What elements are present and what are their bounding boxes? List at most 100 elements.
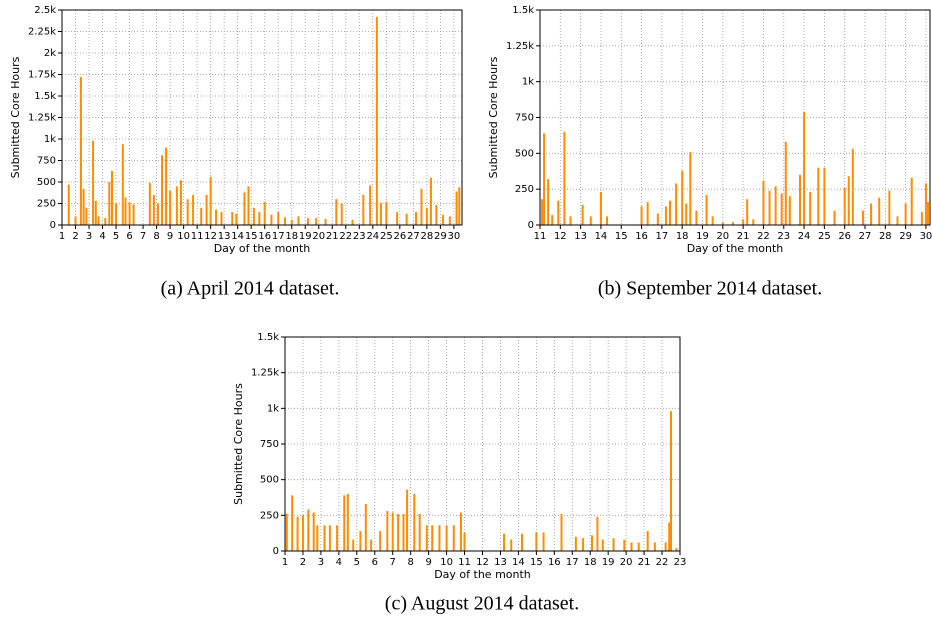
bar [165, 147, 168, 225]
x-tick-label: 27 [859, 231, 872, 242]
x-tick-label: 11 [458, 557, 471, 568]
bar [762, 180, 765, 225]
x-tick-label: 10 [177, 231, 190, 242]
y-tick-label: 1.75k [28, 70, 56, 81]
bar [599, 192, 602, 225]
bar [315, 218, 318, 225]
bar [452, 525, 455, 551]
bar [675, 548, 678, 551]
bar [521, 533, 523, 551]
bar [200, 207, 203, 225]
bar [415, 212, 418, 225]
bar [557, 200, 560, 225]
x-axis-label: Day of the month [687, 242, 784, 255]
bar [316, 525, 319, 551]
bar [74, 216, 77, 225]
bar [695, 210, 698, 225]
bar [742, 219, 745, 225]
bar [535, 532, 538, 551]
x-tick-label: 5 [113, 231, 119, 242]
caption: (c) August 2014 dataset. [385, 593, 579, 615]
x-tick-label: 25 [818, 231, 831, 242]
bar [851, 149, 854, 225]
bar [323, 525, 326, 551]
x-tick-label: 11 [534, 231, 547, 242]
x-tick-label: 12 [554, 231, 567, 242]
plot-frame [61, 9, 463, 226]
x-tick-label: 12 [204, 231, 217, 242]
bar [731, 222, 734, 225]
x-tick-label: 29 [899, 231, 912, 242]
y-tick-label: 1.5k [257, 332, 279, 343]
x-tick-label: 23 [777, 231, 790, 242]
x-tick-label: 23 [674, 557, 687, 568]
y-tick-label: 2.25k [28, 27, 56, 38]
bar [179, 180, 182, 225]
bar [429, 177, 432, 225]
bar [324, 218, 327, 225]
bar [458, 187, 461, 225]
x-tick-label: 30 [920, 231, 932, 242]
bar [904, 203, 907, 225]
bar [369, 185, 372, 225]
bar [920, 212, 923, 225]
x-tick-label: 6 [372, 557, 378, 568]
bar [668, 522, 671, 551]
bar [397, 513, 400, 551]
y-tick-label: 2.5k [34, 5, 56, 16]
bar [108, 182, 111, 225]
bar [413, 493, 416, 551]
bar [306, 218, 309, 225]
caption: (b) September 2014 dataset. [598, 278, 822, 300]
bar [379, 202, 382, 225]
bar [192, 194, 195, 225]
bar [774, 186, 777, 225]
bar [560, 513, 563, 551]
y-tick-label: 750 [515, 113, 534, 124]
bar [630, 542, 633, 551]
bar [85, 207, 88, 225]
x-tick-label: 17 [566, 557, 579, 568]
bar [542, 532, 545, 551]
bar [563, 131, 566, 225]
bar [161, 155, 163, 225]
bar [111, 170, 113, 225]
y-tick-label: 0 [273, 546, 279, 557]
plot-frame [284, 336, 681, 552]
bar [817, 167, 820, 225]
bar [664, 542, 667, 551]
x-tick-label: 8 [153, 231, 159, 242]
bar [209, 176, 212, 225]
y-tick-label: 500 [37, 177, 56, 188]
y-axis-label: Submitted Core Hours [487, 56, 500, 178]
y-tick-label: 250 [515, 184, 534, 195]
x-tick-label: 14 [231, 231, 244, 242]
x-tick-label: 17 [656, 231, 669, 242]
bar [270, 214, 273, 225]
bar [623, 539, 626, 551]
bar [705, 194, 708, 225]
bar [669, 200, 671, 225]
bar [711, 216, 714, 225]
y-tick-label: 500 [260, 475, 279, 486]
bar [94, 200, 97, 225]
x-tick-label: 13 [574, 231, 587, 242]
bar [296, 516, 299, 551]
bar [283, 217, 286, 225]
bar [405, 213, 408, 225]
bar [431, 525, 434, 551]
x-tick-label: 15 [615, 231, 628, 242]
bar [861, 210, 864, 225]
x-tick-label: 9 [167, 231, 173, 242]
bar [252, 207, 255, 225]
bar [878, 197, 881, 225]
bar [297, 216, 300, 225]
bar [104, 218, 107, 225]
bar [612, 538, 615, 551]
x-tick-label: 19 [696, 231, 709, 242]
bar [220, 212, 223, 225]
x-tick-label: 9 [425, 557, 431, 568]
y-tick-label: 0 [528, 220, 534, 231]
x-axis-label: Day of the month [214, 242, 311, 255]
